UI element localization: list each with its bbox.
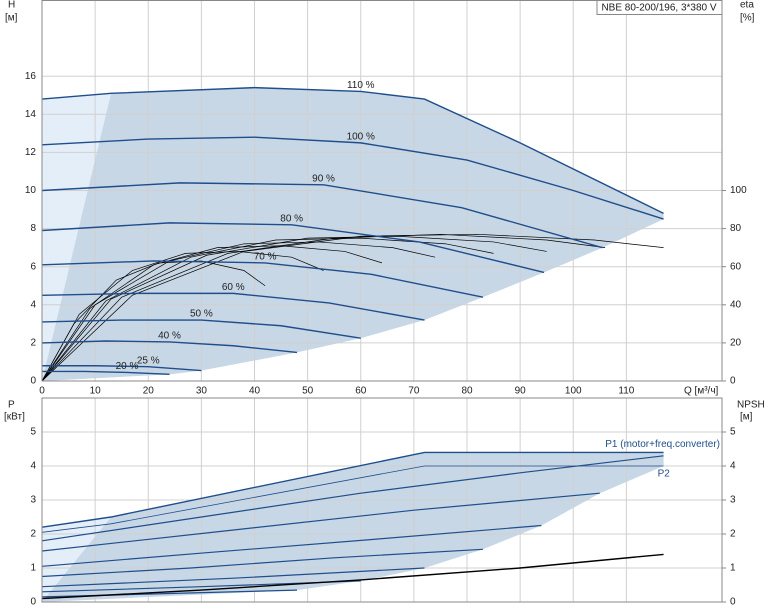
y2-tick-label: 80 (730, 223, 742, 234)
head-curve (41, 340, 298, 354)
y-tick-label: 0 (30, 597, 36, 608)
efficiency-curve (41, 237, 494, 382)
curve-label: 40 % (158, 331, 181, 342)
power-curve (41, 567, 425, 588)
curve-label: 20 % (116, 361, 139, 372)
efficiency-curve (41, 233, 606, 382)
x-tick-label: 100 (565, 386, 582, 397)
y-tick-label: 16 (25, 71, 37, 82)
head-curve (41, 182, 603, 249)
y-tick-label: 4 (30, 299, 36, 310)
curve-label: 50 % (190, 309, 213, 320)
y2-label: NPSH (737, 400, 765, 411)
curve-label: 100 % (347, 132, 375, 143)
y-unit: [кВт] (4, 412, 25, 423)
y2-tick-label: 0 (730, 376, 736, 387)
npsh-curve (41, 553, 664, 600)
curve-label: 110 % (347, 80, 375, 91)
y2-tick-label: 20 (730, 338, 742, 349)
y-tick-label: 12 (25, 147, 37, 158)
y2-tick-label: 5 (730, 427, 736, 438)
legend-label: P1 (motor+freq.converter) (605, 439, 720, 450)
curve-label: 90 % (312, 173, 335, 184)
y2-unit: [м] (740, 412, 753, 423)
efficiency-curve (41, 251, 324, 382)
efficiency-curve (41, 233, 664, 382)
y-tick-label: 5 (30, 427, 36, 438)
efficiency-curve (41, 245, 383, 382)
head-curve (41, 86, 664, 214)
y2-tick-label: 3 (730, 495, 736, 506)
x-tick-label: 10 (90, 386, 102, 397)
head-curve (42, 370, 170, 376)
x-tick-label: 20 (143, 386, 155, 397)
curve-label: 70 % (254, 252, 277, 263)
y-unit: [м] (5, 13, 18, 24)
bottom-frame (41, 397, 723, 603)
y2-unit: [%] (740, 13, 755, 24)
y-tick-label: 2 (30, 338, 36, 349)
power-curve (41, 492, 600, 552)
head-curve (41, 222, 545, 274)
y2-tick-label: 4 (730, 461, 736, 472)
x-tick-label: 80 (461, 386, 473, 397)
y2-tick-label: 40 (730, 299, 742, 310)
x-tick-label: 50 (302, 386, 314, 397)
y-tick-label: 2 (30, 529, 36, 540)
y-tick-label: 1 (30, 563, 36, 574)
top-frame (41, 0, 723, 382)
y-tick-label: 10 (25, 185, 37, 196)
y2-tick-label: 2 (730, 529, 736, 540)
operating-area (42, 87, 664, 381)
y-label: H (8, 0, 15, 11)
power-curve (41, 524, 542, 567)
head-curve (41, 319, 361, 339)
y-tick-label: 14 (25, 109, 37, 120)
power-chart: 0 1 2 3 4 5 0 1 2 3 4 5 P1 (motor+freq.converter) P2 (30, 398, 736, 608)
operating-area (42, 452, 664, 602)
x-label: Q [м³/ч] (684, 386, 719, 397)
power-curve (41, 465, 664, 533)
head-chart: 0 10 20 30 40 50 60 70 80 90 100 110 0 2 4 6 8 10 12 14 16 0 2… (25, 0, 747, 397)
power-curve (41, 451, 664, 528)
x-tick-label: 70 (408, 386, 420, 397)
efficiency-curve (41, 260, 266, 382)
head-curve (42, 365, 202, 372)
y-tick-label: 8 (30, 223, 36, 234)
x-tick-label: 90 (515, 386, 527, 397)
legend-label: P2 (658, 469, 671, 480)
x-tick-label: 60 (355, 386, 367, 397)
curve-label: 25 % (137, 355, 160, 366)
x-tick-label: 40 (249, 386, 261, 397)
y-tick-label: 3 (30, 495, 36, 506)
head-curve (41, 260, 484, 298)
chart-title: NBE 80-200/196, 3*380 V (601, 3, 716, 14)
power-curve (41, 455, 664, 542)
curve-label: 80 % (280, 213, 303, 224)
title-box (596, 0, 723, 15)
y-tick-label: 0 (30, 376, 36, 387)
y2-tick-label: 60 (730, 261, 742, 272)
x-tick-label: 30 (196, 386, 208, 397)
y2-label: eta (740, 0, 754, 11)
y2-tick-label: 100 (730, 185, 747, 196)
head-curve (41, 292, 425, 321)
x-tick-label: 110 (618, 386, 634, 397)
power-curve (41, 548, 483, 578)
x-tick-label: 0 (39, 386, 45, 397)
head-curve (41, 136, 664, 220)
y-label: P (8, 400, 15, 411)
curve-label: 60 % (222, 282, 245, 293)
y-tick-label: 4 (30, 461, 36, 472)
y2-tick-label: 1 (730, 563, 736, 574)
efficiency-curve (41, 235, 547, 382)
y2-tick-label: 0 (730, 597, 736, 608)
y-tick-label: 6 (30, 261, 36, 272)
